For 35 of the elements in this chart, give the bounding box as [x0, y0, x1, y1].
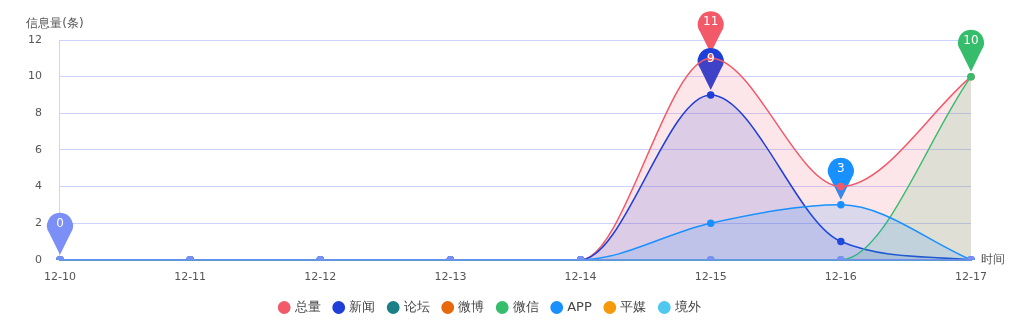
y-tick-label: 2: [35, 216, 42, 230]
annotation: 9: [706, 51, 715, 66]
x-tick-label: 12-12: [304, 270, 337, 284]
legend-label: 论坛: [403, 298, 430, 314]
legend-label: 微信: [512, 298, 539, 314]
legend-label: 总量: [293, 298, 321, 314]
point: [837, 237, 845, 246]
y-tick-label: 12: [28, 32, 42, 46]
annotation: 0: [56, 215, 64, 230]
x-tick-label: 12-15: [694, 270, 727, 284]
legend-label: 境外: [673, 298, 701, 314]
x-tick-label: 12-10: [44, 270, 76, 284]
x-tick-label: 12-11: [174, 270, 207, 284]
x-axis-title: 时间: [981, 251, 1005, 266]
x-tick-label: 12-17: [955, 270, 987, 284]
point: [706, 219, 715, 227]
point: [706, 91, 715, 99]
x-tick-label: 12-13: [434, 270, 467, 284]
legend-label: APP: [567, 298, 592, 314]
point: [837, 182, 845, 191]
point: [837, 201, 845, 209]
legend-label: 平媒: [620, 298, 647, 314]
y-tick-label: 10: [28, 69, 42, 83]
y-axis-title: 信息量(条): [26, 16, 84, 31]
legend-label: 新闻: [349, 298, 376, 314]
x-tick-label: 12-14: [564, 270, 597, 284]
annotation: 10: [963, 32, 979, 47]
y-tick-label: 0: [35, 252, 42, 266]
annotation: 11: [703, 14, 719, 29]
x-tick-label: 12-16: [824, 270, 857, 284]
y-tick-label: 8: [35, 106, 42, 120]
legend-label: 微博: [458, 298, 485, 314]
y-tick-label: 6: [35, 142, 42, 156]
annotation: 3: [837, 160, 845, 175]
y-tick-label: 4: [35, 179, 42, 193]
